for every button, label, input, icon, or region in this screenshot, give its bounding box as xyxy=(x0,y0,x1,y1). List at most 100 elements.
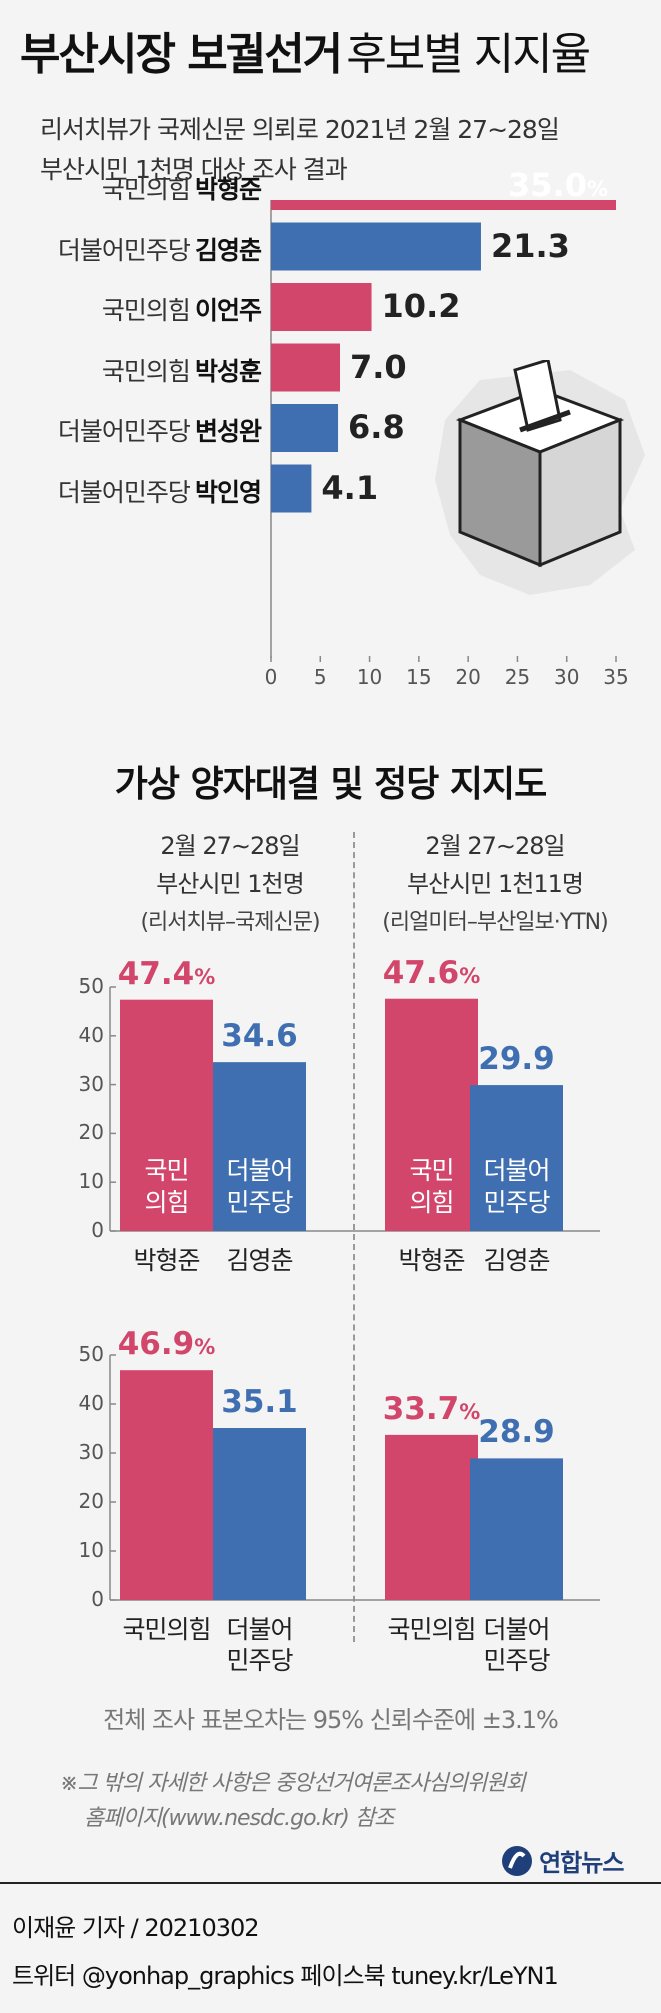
x-tick-label-5: 5 xyxy=(313,665,327,689)
subtitle-line-2: 부산시민 1천명 대상 조사 결과 xyxy=(40,155,348,184)
yonhap-logo-icon xyxy=(502,1845,532,1876)
candidate-label-0: 국민의힘 박형준 xyxy=(101,170,262,206)
bar-panel2-party_support-1 xyxy=(470,1458,563,1600)
x-tick-label-10: 10 xyxy=(356,665,383,689)
value-label-4: 6.8 xyxy=(348,408,405,446)
matchup-charts xyxy=(109,986,600,1601)
credit-line-2: 트위터 @yonhap_graphics 페이스북 tuney.kr/LeYN1 xyxy=(12,1962,559,1990)
y-tick-label-30: 30 xyxy=(78,1071,104,1096)
candidate-name: 박인영 xyxy=(194,477,262,507)
value-label-panel2-party_support-0: 33.7% xyxy=(375,1391,488,1427)
bar-panel1-head_to_head-0 xyxy=(120,999,213,1231)
value-label-1: 21.3 xyxy=(491,227,570,265)
subtitle-line-1: 리서치뷰가 국제신문 의뢰로 2021년 2월 27∼28일 xyxy=(40,115,560,144)
panel-2-source: (리얼미터–부산일보·YTN) xyxy=(382,910,608,935)
inner-party-label: 의힘 xyxy=(409,1188,454,1217)
candidate-label-5: 더불어민주당 박인영 xyxy=(58,473,262,509)
bar-panel1-head_to_head-1 xyxy=(213,1062,306,1231)
value-number: 28.9 xyxy=(478,1414,555,1451)
matchup-section-title: 가상 양자대결 및 정당 지지도 xyxy=(114,764,548,805)
party-name: 국민의힘 xyxy=(101,175,191,204)
value-label-panel1-head_to_head-0: 47.4% xyxy=(110,956,223,992)
value-number: 47.4 xyxy=(117,955,195,992)
value-number: 6.8 xyxy=(348,408,405,446)
y-tick-label-30: 30 xyxy=(78,1440,104,1464)
value-label-panel2-head_to_head-1: 29.9 xyxy=(460,1041,573,1077)
bar-panel2-head_to_head-1 xyxy=(470,1085,563,1231)
inner-party-label: 더불어 xyxy=(483,1156,550,1185)
x-category-label: 김영춘 xyxy=(483,1246,550,1275)
y-tick-label-40: 40 xyxy=(78,1022,104,1047)
bar-박성훈 xyxy=(271,343,340,392)
credit-line-1: 이재윤 기자 / 20210302 xyxy=(12,1914,260,1942)
yonhap-logo: 연합뉴스 xyxy=(500,1843,624,1878)
value-number: 21.3 xyxy=(490,226,570,265)
value-label-3: 7.0 xyxy=(350,348,407,386)
inner-party-label: 민주당 xyxy=(226,1188,293,1217)
bar-김영춘 xyxy=(271,222,481,271)
value-number: 4.1 xyxy=(321,468,379,507)
candidate-label-2: 국민의힘 이언주 xyxy=(102,291,262,327)
x-tick-label-20: 20 xyxy=(455,665,481,689)
bar-이언주 xyxy=(271,283,372,331)
inner-party-label: 더불어 xyxy=(226,1156,293,1185)
value-label-5: 4.1 xyxy=(321,469,378,507)
x-category-label: 민주당 xyxy=(226,1646,293,1675)
value-number: 34.6 xyxy=(221,1018,298,1055)
inner-party-label: 국민 xyxy=(144,1156,189,1185)
bar-panel2-party_support-0 xyxy=(385,1434,478,1600)
panel-2-header-date: 2월 27∼28일 xyxy=(425,832,565,860)
panel-2-header-sample: 부산시민 1천11명 xyxy=(407,870,584,898)
y-tick-label-50: 50 xyxy=(78,974,104,998)
margin-of-error-note: 전체 조사 표본오차는 95% 신뢰수준에 ±3.1% xyxy=(103,1706,559,1734)
value-number: 7.0 xyxy=(350,347,407,386)
party-name: 더불어민주당 xyxy=(57,235,191,265)
percent-sign: % xyxy=(459,963,481,988)
panel-1-header-sample: 부산시민 1천명 xyxy=(156,870,304,898)
bar-박인영 xyxy=(271,464,312,513)
y-tick-label-40: 40 xyxy=(78,1391,104,1415)
inner-party-label: 의힘 xyxy=(144,1188,189,1217)
candidate-label-4: 더불어민주당 변성완 xyxy=(57,412,262,448)
logo-text: 연합뉴스 xyxy=(539,1849,624,1877)
candidate-label-3: 국민의힘 박성훈 xyxy=(102,352,262,388)
y-tick-label-10: 10 xyxy=(78,1169,104,1194)
x-category-label: 더불어 xyxy=(483,1615,550,1644)
bar-변성완 xyxy=(271,404,339,452)
party-name: 더불어민주당 xyxy=(57,417,191,446)
value-number: 10.2 xyxy=(381,287,461,325)
candidate-name: 변성완 xyxy=(194,417,262,446)
x-category-label: 김영춘 xyxy=(226,1246,293,1275)
percent-sign: % xyxy=(459,1399,481,1424)
value-number: 35.1 xyxy=(221,1384,298,1420)
detail-note-line-1: ※그 밖의 자세한 사항은 중앙선거여론조사심의위원회 xyxy=(60,1771,526,1796)
value-number: 29.9 xyxy=(478,1041,555,1078)
value-label-panel1-head_to_head-1: 34.6 xyxy=(203,1018,316,1054)
x-tick-label-25: 25 xyxy=(504,665,531,689)
candidate-support-chart xyxy=(270,200,617,662)
value-label-panel1-party_support-0: 46.9% xyxy=(110,1326,223,1362)
y-tick-label-20: 20 xyxy=(78,1120,104,1145)
x-tick-label-15: 15 xyxy=(406,665,432,689)
panel-divider xyxy=(353,832,355,1642)
y-tick-label-20: 20 xyxy=(78,1489,104,1513)
x-category-label: 박형준 xyxy=(398,1246,465,1275)
x-category-label: 박형준 xyxy=(133,1246,200,1275)
y-tick-label-50: 50 xyxy=(78,1342,104,1366)
candidate-name: 박형준 xyxy=(194,175,262,204)
x-tick-label-35: 35 xyxy=(603,665,629,689)
y-tick-label-0: 0 xyxy=(91,1587,104,1611)
bar-박형준 xyxy=(271,200,616,210)
ballot-box-icon xyxy=(435,360,645,595)
x-tick-label-30: 30 xyxy=(553,665,580,689)
candidate-name: 박성훈 xyxy=(194,356,262,386)
bar-panel1-party_support-1 xyxy=(213,1428,306,1600)
value-number: 35.0 xyxy=(508,166,587,204)
percent-sign: % xyxy=(194,1335,216,1360)
x-category-label: 국민의힘 xyxy=(122,1615,211,1644)
bar-panel2-head_to_head-0 xyxy=(385,998,478,1231)
value-label-panel2-party_support-1: 28.9 xyxy=(460,1414,573,1450)
percent-sign: % xyxy=(194,964,216,989)
value-label-2: 10.2 xyxy=(382,287,461,325)
